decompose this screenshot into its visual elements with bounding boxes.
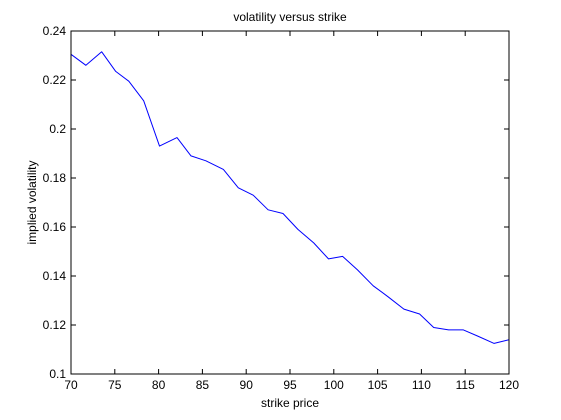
- x-axis-ticks: 70 75 80 85 90 95 100 105 110 115 120: [64, 31, 519, 392]
- y-axis-label: implied volatility: [25, 160, 39, 244]
- y-tick-label: 0.14: [43, 269, 67, 283]
- x-tick-label: 105: [368, 378, 388, 392]
- y-axis-ticks: 0.1 0.12 0.14 0.16 0.18 0.2 0.22 0.24: [43, 24, 509, 381]
- y-tick-label: 0.24: [43, 24, 67, 38]
- chart-title: volatility versus strike: [233, 10, 347, 24]
- x-tick-label: 80: [152, 378, 166, 392]
- series-layer: [70, 51, 510, 344]
- y-tick-label: 0.2: [49, 122, 66, 136]
- x-tick-label: 85: [196, 378, 210, 392]
- plot-area: [71, 31, 509, 374]
- y-tick-label: 0.16: [43, 220, 67, 234]
- y-tick-label: 0.12: [43, 318, 67, 332]
- y-tick-label: 0.1: [49, 367, 66, 381]
- y-tick-label: 0.22: [43, 73, 67, 87]
- x-tick-label: 110: [412, 378, 431, 392]
- series-line: [70, 51, 510, 344]
- x-tick-label: 115: [456, 378, 475, 392]
- y-tick-label: 0.18: [43, 171, 67, 185]
- x-tick-label: 120: [499, 378, 519, 392]
- x-tick-label: 75: [108, 378, 122, 392]
- x-axis-label: strike price: [261, 396, 319, 410]
- x-tick-label: 95: [283, 378, 297, 392]
- x-tick-label: 90: [240, 378, 254, 392]
- x-tick-label: 70: [64, 378, 78, 392]
- x-tick-label: 100: [324, 378, 344, 392]
